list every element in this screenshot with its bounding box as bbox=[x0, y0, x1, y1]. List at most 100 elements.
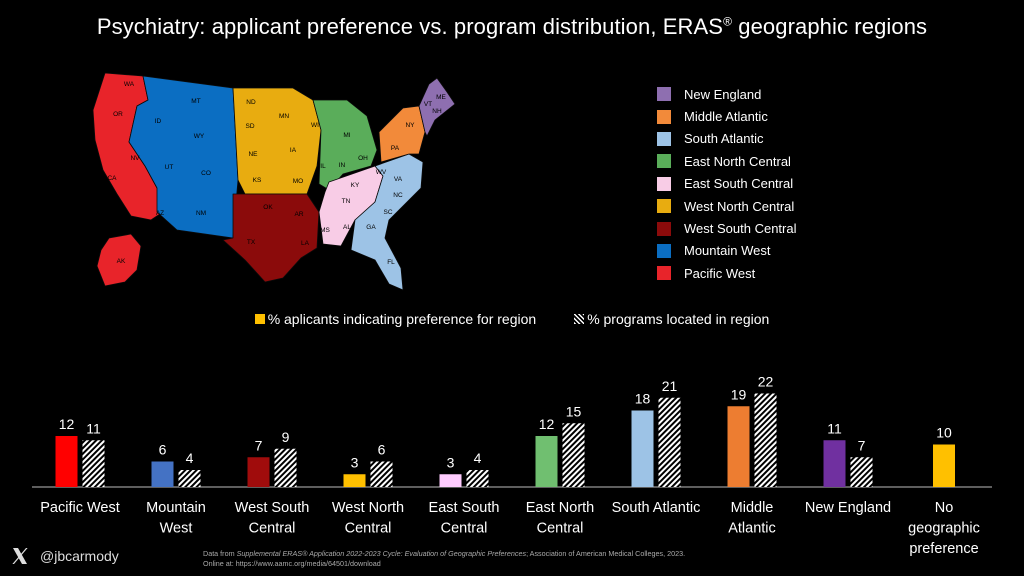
bar-value-label: 12 bbox=[59, 416, 75, 432]
state-label-mt: MT bbox=[191, 98, 200, 105]
category-label: No geographic preference bbox=[908, 500, 980, 557]
state-label-nc: NC bbox=[393, 192, 403, 199]
bar-value-label: 7 bbox=[255, 437, 263, 453]
legend-swatch bbox=[657, 243, 671, 258]
state-label-ms: MS bbox=[320, 227, 330, 234]
bar-programs bbox=[82, 440, 105, 487]
series-legend-label: % programs located in region bbox=[587, 311, 770, 327]
legend-swatch bbox=[657, 221, 671, 236]
state-label-ne: NE bbox=[248, 151, 258, 158]
legend-label: New England bbox=[684, 86, 762, 102]
bar-value-label: 3 bbox=[351, 454, 359, 470]
state-label-mo: MO bbox=[293, 178, 303, 185]
category-label-line: preference bbox=[909, 541, 978, 557]
state-label-sd: SD bbox=[245, 123, 254, 130]
series-legend-hatch-swatch bbox=[574, 314, 585, 324]
bar-applicants bbox=[933, 444, 955, 487]
state-label-ar: AR bbox=[294, 211, 303, 218]
legend-item-east-south-central: East South Central bbox=[657, 173, 796, 195]
bar-value-label: 4 bbox=[186, 450, 194, 466]
bar-applicants bbox=[631, 410, 654, 487]
category-label-line: Central bbox=[537, 521, 584, 537]
legend-item-new-england: New England bbox=[657, 83, 796, 105]
state-label-nv: NV bbox=[130, 155, 140, 162]
bar-applicants bbox=[151, 461, 174, 487]
category-label: Pacific West bbox=[40, 500, 120, 516]
legend-swatch bbox=[657, 87, 671, 102]
bar-programs bbox=[274, 448, 297, 487]
bar-value-label: 3 bbox=[447, 454, 455, 470]
category-label-line: South Atlantic bbox=[612, 500, 701, 516]
bar-applicants bbox=[535, 436, 558, 487]
legend-label: West South Central bbox=[684, 221, 797, 237]
region-south-atlantic bbox=[350, 153, 424, 291]
state-label-ia: IA bbox=[290, 147, 297, 154]
bar-value-label: 12 bbox=[539, 416, 555, 432]
state-label-ma: MA bbox=[437, 117, 447, 124]
category-label-line: No bbox=[935, 500, 954, 516]
category-label-line: Mountain bbox=[146, 500, 206, 516]
us-region-map: WA OR CA ID NV MT WY UT CO AZ NM ND SD N… bbox=[92, 72, 456, 291]
state-label-mi: MI bbox=[343, 132, 350, 139]
category-label-line: East North bbox=[526, 500, 595, 516]
category-label-line: New England bbox=[805, 500, 891, 516]
legend-swatch bbox=[657, 199, 671, 214]
legend-swatch bbox=[657, 176, 671, 191]
legend-label: Mountain West bbox=[684, 243, 771, 259]
category-label-line: West North bbox=[332, 500, 404, 516]
state-label-wi: WI bbox=[311, 122, 319, 129]
state-label-me: ME bbox=[436, 94, 446, 101]
bar-programs bbox=[562, 423, 585, 487]
state-label-mn: MN bbox=[279, 113, 289, 120]
category-label-line: West South bbox=[235, 500, 310, 516]
bar-applicants bbox=[55, 436, 78, 487]
category-label: East North Central bbox=[526, 500, 595, 537]
state-label-wy: WY bbox=[194, 133, 205, 140]
series-legend-applicants: % aplicants indicating preference for re… bbox=[254, 311, 536, 327]
category-label: West South Central bbox=[235, 500, 310, 537]
legend-label: South Atlantic bbox=[684, 131, 764, 147]
category-label-line: Atlantic bbox=[728, 521, 776, 537]
bar-value-label: 7 bbox=[858, 437, 866, 453]
legend-swatch bbox=[657, 109, 671, 124]
legend-label: Middle Atlantic bbox=[684, 109, 768, 125]
bar-value-label: 11 bbox=[827, 420, 842, 436]
category-label: New England bbox=[805, 500, 891, 516]
source-url: Online at: https://www.aamc.org/media/64… bbox=[203, 558, 381, 568]
series-legend-solid-swatch bbox=[254, 314, 265, 324]
bar-value-label: 21 bbox=[662, 378, 678, 394]
category-label-line: Central bbox=[345, 521, 392, 537]
source-title: Supplemental ERAS® Application 2022-2023… bbox=[236, 549, 527, 558]
state-label-tx: TX bbox=[247, 239, 256, 246]
page-title: Psychiatry: applicant preference vs. pro… bbox=[0, 14, 1024, 40]
state-label-il: IL bbox=[320, 163, 326, 170]
state-label-ny: NY bbox=[405, 122, 415, 129]
region-legend: New England Middle Atlantic South Atlant… bbox=[657, 83, 796, 285]
bar-programs bbox=[370, 461, 393, 487]
title-main: Psychiatry: applicant preference vs. pro… bbox=[96, 14, 724, 39]
state-label-ks: KS bbox=[253, 177, 262, 184]
category-label-line: Middle bbox=[731, 500, 774, 516]
category-label-line: Central bbox=[441, 521, 488, 537]
bar-applicants bbox=[247, 457, 270, 487]
legend-swatch bbox=[657, 154, 671, 169]
legend-item-west-north-central: West North Central bbox=[657, 195, 796, 217]
state-label-va: VA bbox=[394, 176, 403, 183]
bar-applicants bbox=[439, 474, 462, 487]
category-label-line: Pacific West bbox=[40, 500, 120, 516]
bar-applicants bbox=[343, 474, 366, 487]
state-label-or: OR bbox=[113, 111, 123, 118]
bar-value-label: 11 bbox=[86, 420, 101, 436]
state-label-pa: PA bbox=[391, 145, 400, 152]
state-label-al: AL bbox=[343, 224, 351, 231]
bar-applicants bbox=[727, 406, 750, 487]
legend-item-east-north-central: East North Central bbox=[657, 150, 796, 172]
bar-value-label: 4 bbox=[474, 450, 482, 466]
state-label-la: LA bbox=[301, 240, 310, 247]
legend-item-west-south-central: West South Central bbox=[657, 217, 796, 239]
state-label-id: ID bbox=[155, 118, 162, 125]
series-legend: % aplicants indicating preference for re… bbox=[0, 311, 1024, 327]
legend-item-south-atlantic: South Atlantic bbox=[657, 128, 796, 150]
state-label-in: IN bbox=[339, 162, 346, 169]
region-middle-atlantic bbox=[378, 105, 426, 163]
